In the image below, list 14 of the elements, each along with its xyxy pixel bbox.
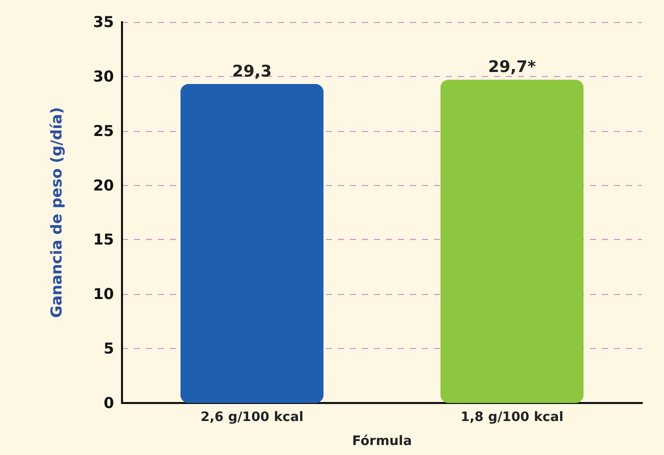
- x-tick-label: 2,6 g/100 kcal: [200, 410, 304, 425]
- y-tick-label: 30: [93, 67, 114, 86]
- y-tick-label: 15: [93, 230, 114, 249]
- y-axis-title: Ganancia de peso (g/día): [48, 107, 66, 318]
- y-tick-label: 25: [93, 122, 114, 140]
- x-tick-label: 1,8 g/100 kcal: [460, 410, 564, 425]
- y-tick-label: 10: [93, 285, 114, 304]
- y-tick-label: 35: [93, 13, 114, 31]
- data-label: 29,3: [232, 62, 272, 81]
- y-tick-label: 0: [104, 394, 114, 412]
- x-axis-title: Fórmula: [352, 434, 412, 449]
- y-tick-label: 20: [93, 176, 114, 194]
- data-label: 29,7*: [488, 57, 537, 76]
- y-tick-label: 5: [104, 340, 114, 358]
